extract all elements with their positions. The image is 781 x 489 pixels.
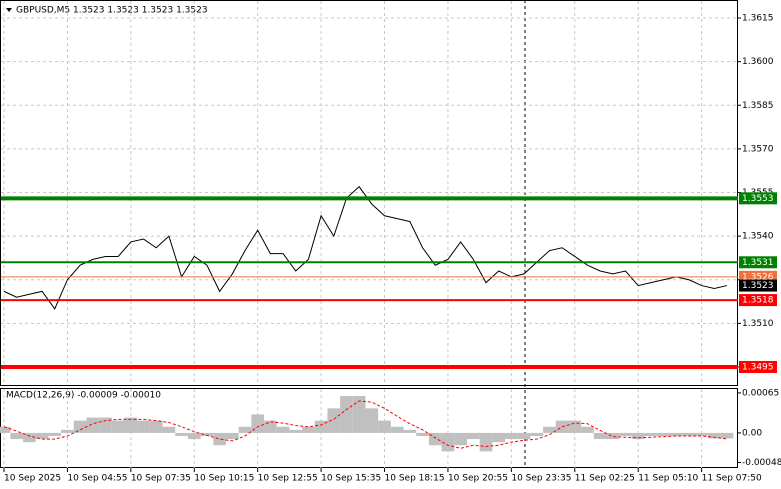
- level-label-box: [739, 360, 777, 373]
- macd-bar: [86, 417, 100, 433]
- macd-bar: [340, 396, 353, 433]
- macd-bar: [99, 417, 112, 433]
- chart-title: GBPUSD,M5 1.3523 1.3523 1.3523 1.3523: [16, 6, 208, 16]
- level-label: 1.3531: [742, 258, 774, 268]
- macd-bar: [276, 426, 290, 433]
- macd-bar: [619, 432, 632, 436]
- x-tick-label: 11 Sep 02:25: [575, 474, 635, 484]
- macd-bar: [581, 426, 594, 433]
- macd-bar: [682, 432, 696, 436]
- x-tick-label: 10 Sep 15:35: [321, 474, 381, 484]
- price-label-box: [739, 279, 777, 292]
- y-tick-label: 0.00: [742, 428, 762, 438]
- macd-bar: [492, 432, 506, 443]
- macd-bar: [251, 414, 265, 433]
- level-label: 1.3526: [742, 272, 774, 282]
- macd-bar: [441, 432, 455, 452]
- macd-bar: [48, 432, 62, 436]
- macd-bar: [137, 420, 150, 433]
- macd-bar: [149, 420, 163, 433]
- y-tick-label: 1.3540: [742, 232, 774, 242]
- x-tick-label: 10 Sep 04:55: [67, 474, 127, 484]
- macd-bar: [302, 426, 315, 433]
- price-line: [3, 185, 728, 310]
- macd-bar: [454, 432, 467, 446]
- macd-bar: [327, 408, 341, 433]
- x-tick-label: 10 Sep 2025: [4, 474, 61, 484]
- macd-bar: [543, 426, 556, 433]
- macd-bar: [707, 432, 721, 439]
- macd-bar: [264, 420, 277, 433]
- x-tick-label: 10 Sep 20:55: [448, 474, 508, 484]
- macd-bar: [289, 429, 303, 433]
- y-tick-label: 1.3585: [742, 101, 774, 111]
- macd-bar: [416, 432, 429, 436]
- macd-bar: [365, 408, 379, 433]
- macd-bar: [631, 432, 645, 440]
- x-tick-label: 11 Sep 07:50: [702, 474, 762, 484]
- macd-bar: [593, 432, 607, 440]
- x-tick-label: 10 Sep 10:15: [194, 474, 254, 484]
- price-panel-frame: [0, 0, 738, 386]
- macd-bar: [213, 432, 226, 446]
- macd-bar: [23, 432, 36, 443]
- price-label: 1.3523: [742, 281, 774, 291]
- macd-bar: [187, 432, 201, 440]
- macd-bar: [35, 432, 49, 440]
- level-label: 1.3553: [742, 194, 774, 204]
- x-tick-label: 11 Sep 05:10: [638, 474, 698, 484]
- macd-bar: [162, 426, 176, 433]
- y-tick-label: 1.3570: [742, 144, 774, 154]
- macd-title: MACD(12,26,9) -0.00009 -0.00010: [6, 391, 161, 401]
- x-tick-label: 10 Sep 07:35: [131, 474, 191, 484]
- level-label-box: [739, 192, 777, 205]
- macd-bar: [73, 420, 87, 433]
- level-label: 1.3518: [742, 296, 774, 306]
- x-tick-label: 10 Sep 12:55: [258, 474, 318, 484]
- macd-bar: [403, 429, 417, 433]
- macd-bar: [124, 417, 138, 433]
- macd-bar: [466, 432, 480, 440]
- macd-bar: [669, 432, 683, 436]
- macd-bar: [505, 432, 518, 440]
- signal-line: [3, 400, 728, 449]
- macd-bar: [530, 432, 544, 436]
- y-tick-label: -0.00048: [742, 458, 781, 468]
- macd-bar: [390, 426, 404, 433]
- macd-bar: [644, 432, 658, 436]
- macd-bar: [175, 432, 188, 436]
- macd-bar: [238, 426, 252, 433]
- y-tick-label: 1.3600: [742, 57, 774, 67]
- macd-bar: [657, 432, 670, 436]
- x-tick-label: 10 Sep 23:35: [511, 474, 571, 484]
- y-tick-label: 1.3510: [742, 319, 774, 329]
- macd-bar: [10, 432, 24, 440]
- level-label-box: [739, 256, 777, 269]
- macd-bar: [378, 420, 391, 433]
- macd-bar: [606, 432, 620, 440]
- macd-bar: [695, 432, 708, 436]
- level-label-box: [739, 294, 777, 307]
- y-tick-label: 1.3615: [742, 14, 774, 24]
- x-tick-label: 10 Sep 18:15: [385, 474, 445, 484]
- macd-bar: [517, 432, 531, 440]
- macd-bar: [568, 420, 582, 433]
- macd-bar: [479, 432, 493, 452]
- level-label: 1.3495: [742, 362, 774, 372]
- macd-bar: [200, 432, 214, 436]
- macd-bar: [225, 432, 239, 440]
- macd-bar: [428, 432, 442, 446]
- macd-bar: [111, 420, 125, 433]
- y-tick-label: 0.00065: [742, 388, 779, 398]
- macd-bar: [352, 396, 366, 433]
- macd-bar: [314, 420, 328, 433]
- macd-bar: [0, 426, 11, 433]
- menu-arrow: [6, 8, 12, 12]
- macd-bar: [61, 429, 74, 433]
- macd-bar: [720, 432, 734, 439]
